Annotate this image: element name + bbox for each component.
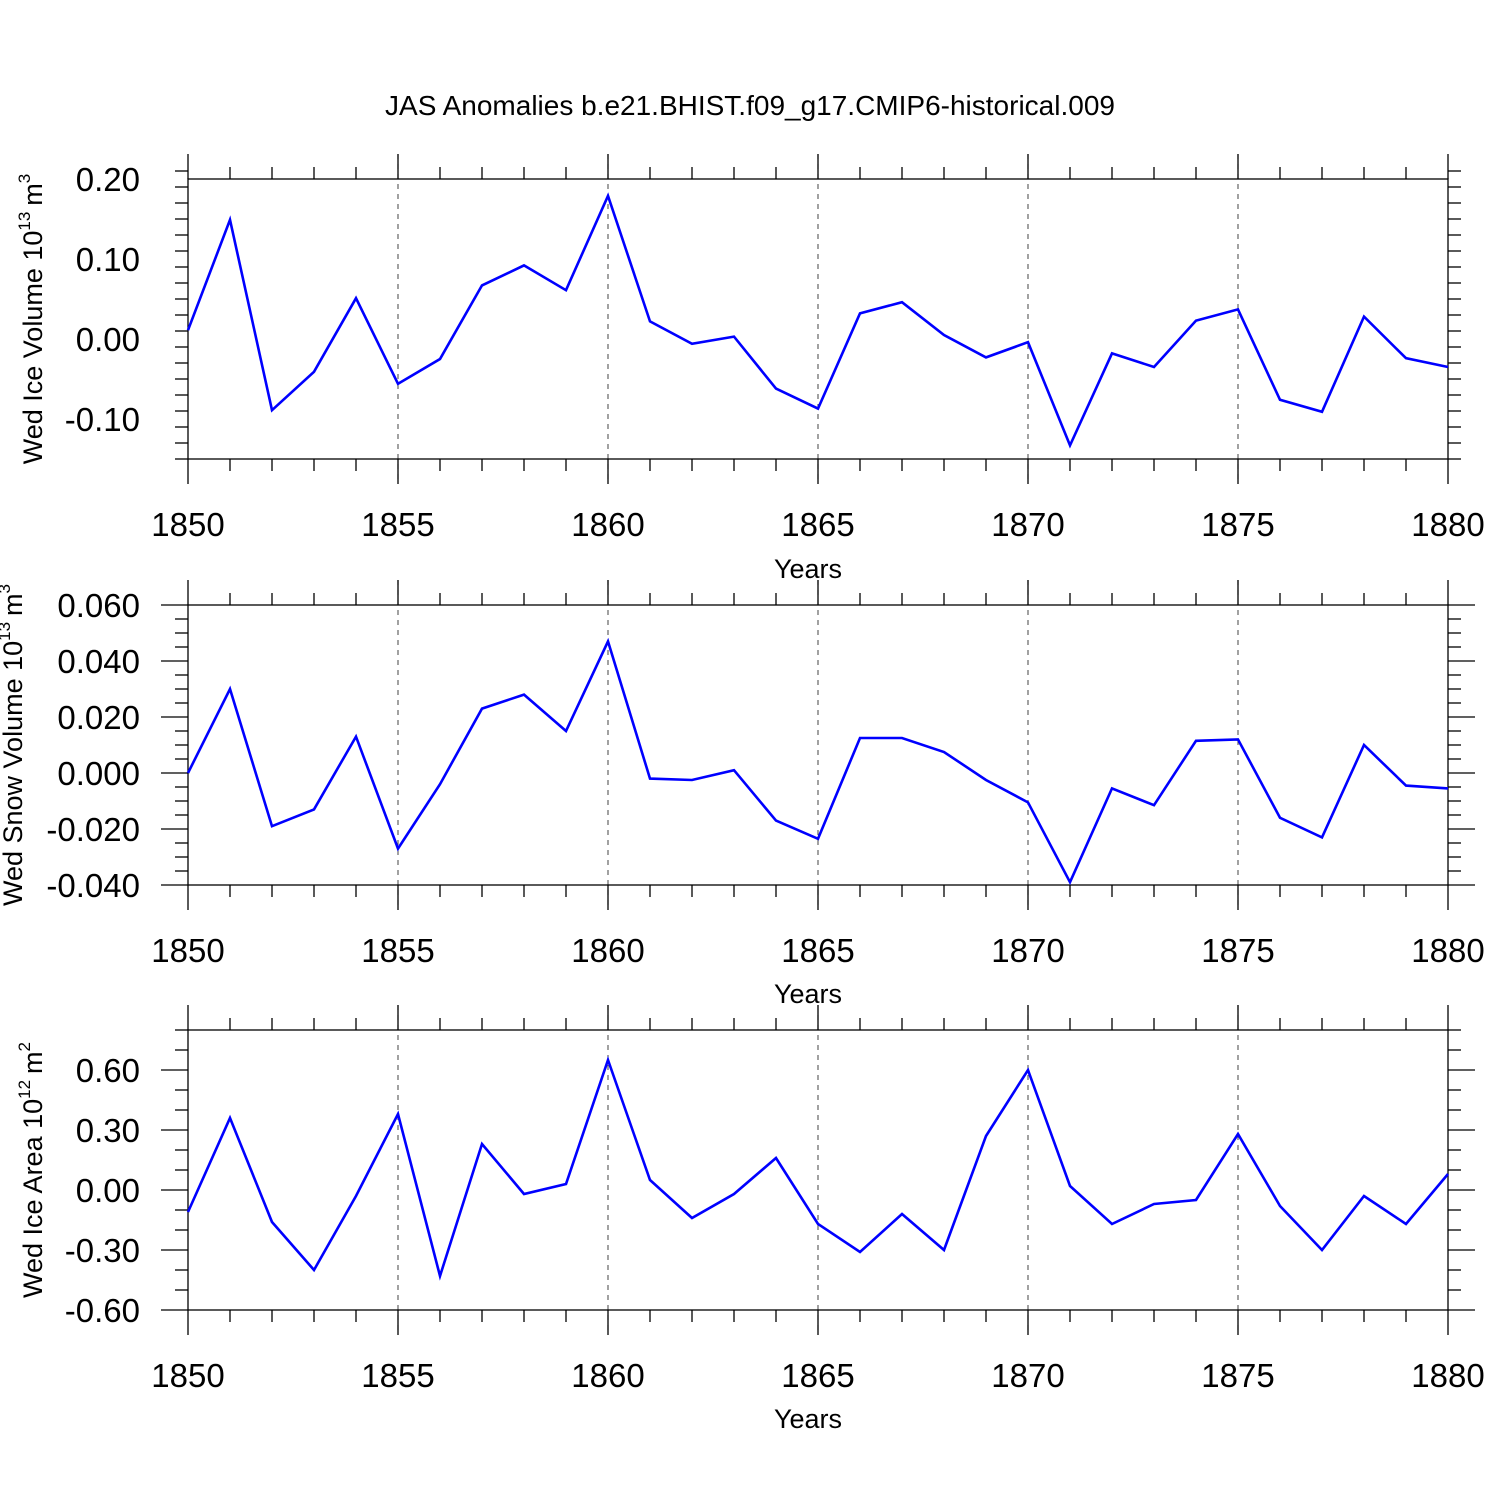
y-axis-title: Wed Snow Volume 1013 m3 (0, 584, 28, 906)
y-axis-title: Wed Ice Area 1012 m2 (15, 1042, 48, 1298)
y-axis-title-unit-exponent: 2 (15, 1042, 34, 1051)
x-tick-label: 1870 (991, 506, 1064, 543)
x-tick-label: 1865 (781, 506, 854, 543)
y-tick-label: 0.040 (57, 643, 140, 680)
x-tick-label: 1880 (1411, 932, 1484, 969)
x-axis-title: Years (774, 554, 842, 584)
series-line (186, 192, 1449, 449)
x-tick-label: 1860 (571, 506, 644, 543)
x-tick-label: 1855 (361, 1357, 434, 1394)
y-tick-label: 0.30 (76, 1112, 140, 1149)
y-axis-title: Wed Ice Volume 1013 m3 (15, 174, 48, 465)
y-tick-label: -0.60 (65, 1292, 140, 1329)
y-tick-label: 0.020 (57, 699, 140, 736)
y-tick-label: 0.60 (76, 1052, 140, 1089)
x-tick-label: 1855 (361, 932, 434, 969)
series-line (186, 637, 1449, 886)
x-tick-label: 1860 (571, 1357, 644, 1394)
panel-3: -0.60 -0.30 0.00 0.30 0.60 1850 1855 1860 1865 18… (15, 1005, 1485, 1434)
y-axis-title-unit-exponent: 3 (0, 584, 14, 593)
panels-container: -0.10 0.00 0.10 0.20 1850 1855 1860 1865 1870 187… (0, 154, 1485, 1434)
y-tick-label: 0.20 (76, 161, 140, 198)
y-tick-label: 0.00 (76, 321, 140, 358)
y-axis-title-unit-exponent: 3 (15, 174, 34, 183)
x-tick-label: 1865 (781, 1357, 854, 1394)
y-tick-label: 0.10 (76, 241, 140, 278)
x-tick-label: 1865 (781, 932, 854, 969)
y-axis-title-exponent: 13 (15, 212, 34, 231)
x-axis-title: Years (774, 979, 842, 1009)
series-line (186, 1056, 1449, 1281)
y-tick-label: -0.10 (65, 401, 140, 438)
x-tick-label: 1850 (151, 506, 224, 543)
x-tick-label: 1850 (151, 932, 224, 969)
x-tick-label: 1880 (1411, 506, 1484, 543)
y-tick-label: -0.040 (46, 867, 140, 904)
x-tick-label: 1870 (991, 1357, 1064, 1394)
y-tick-label: -0.020 (46, 811, 140, 848)
x-tick-label: 1855 (361, 506, 434, 543)
y-tick-label: 0.060 (57, 587, 140, 624)
x-tick-label: 1870 (991, 932, 1064, 969)
panel-2: -0.040 -0.020 0.000 0.020 0.040 0.060 1850 1855… (0, 580, 1485, 1009)
x-tick-label: 1880 (1411, 1357, 1484, 1394)
panel-1: -0.10 0.00 0.10 0.20 1850 1855 1860 1865 1870 187… (15, 154, 1485, 584)
x-tick-label: 1860 (571, 932, 644, 969)
chart-title: JAS Anomalies b.e21.BHIST.f09_g17.CMIP6-… (385, 90, 1115, 121)
x-tick-label: 1875 (1201, 1357, 1274, 1394)
x-tick-label: 1875 (1201, 932, 1274, 969)
y-axis-title-exponent: 12 (15, 1080, 34, 1099)
y-tick-label: 0.000 (57, 755, 140, 792)
x-tick-label: 1850 (151, 1357, 224, 1394)
x-axis-title: Years (774, 1404, 842, 1434)
y-axis-title-main: Wed Ice Volume 10 (18, 231, 48, 465)
y-axis-title-unit: m (0, 593, 28, 616)
y-axis-title-main: Wed Snow Volume 10 (0, 641, 28, 906)
y-tick-label: -0.30 (65, 1232, 140, 1269)
x-tick-label: 1875 (1201, 506, 1274, 543)
y-axis-title-exponent: 13 (0, 622, 14, 641)
y-axis-title-unit: m (18, 1051, 48, 1074)
y-axis-title-unit: m (18, 183, 48, 206)
y-axis-title-main: Wed Ice Area 10 (18, 1099, 48, 1298)
y-tick-label: 0.00 (76, 1172, 140, 1209)
